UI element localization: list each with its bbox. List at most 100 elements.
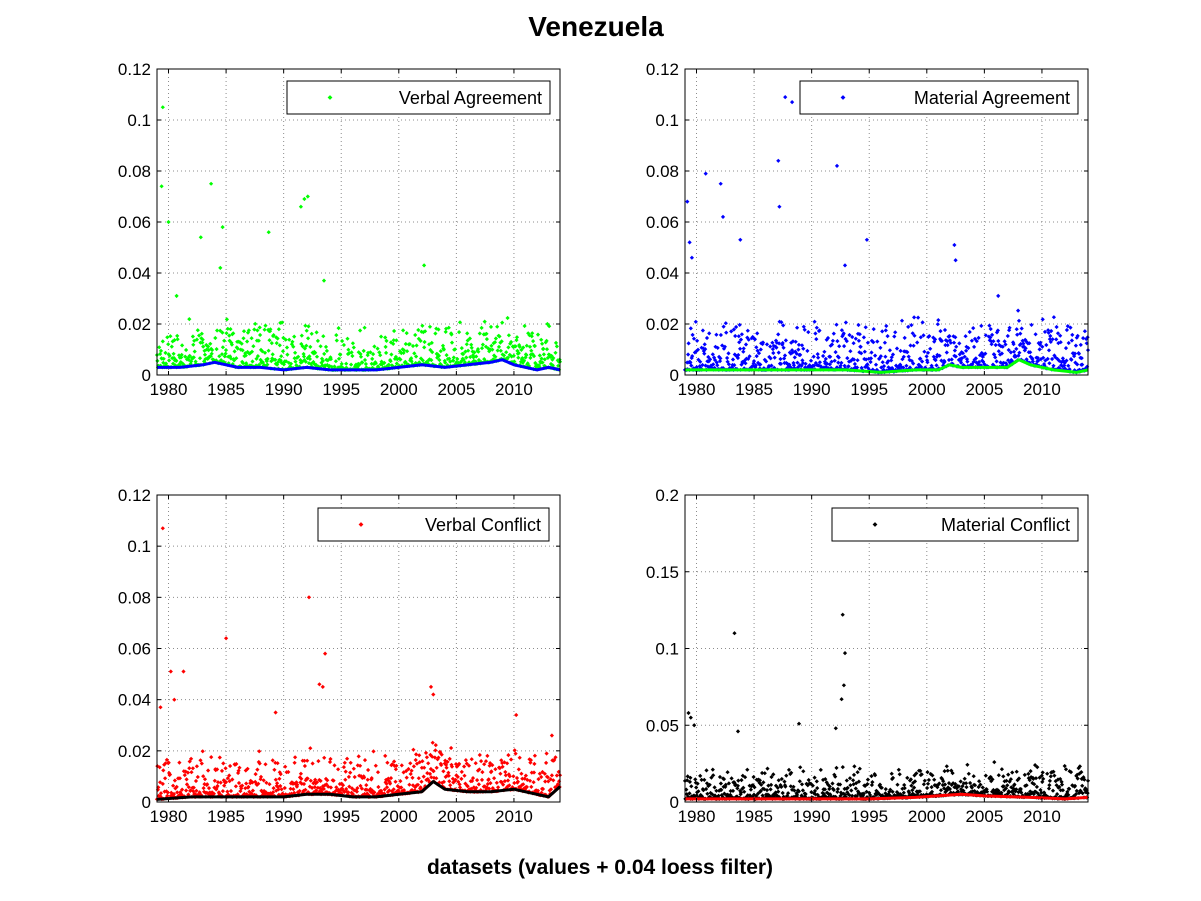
scatter-point: [760, 340, 766, 345]
scatter-point: [221, 761, 226, 766]
scatter-point: [793, 339, 798, 344]
scatter-point: [685, 199, 690, 204]
scatter-point: [1046, 786, 1052, 791]
scatter-point: [812, 319, 817, 324]
scatter-point: [770, 347, 775, 352]
scatter-point: [454, 764, 459, 769]
scatter-point: [912, 779, 918, 784]
scatter-point: [951, 790, 956, 795]
scatter-point: [779, 784, 784, 789]
scatter-point: [526, 331, 531, 336]
scatter-point: [200, 340, 205, 345]
scatter-point: [1013, 354, 1018, 359]
scatter-point: [391, 787, 396, 792]
scatter-point: [467, 360, 472, 365]
scatter-point: [704, 786, 709, 792]
scatter-point: [929, 791, 934, 796]
scatter-point: [215, 767, 220, 772]
scatter-point: [227, 779, 232, 784]
scatter-point: [534, 362, 539, 367]
scatter-point: [517, 344, 522, 349]
loess-line: [157, 358, 561, 372]
scatter-point: [544, 760, 549, 765]
scatter-point: [444, 353, 449, 358]
scatter-point: [898, 348, 903, 353]
scatter-point: [867, 790, 872, 795]
scatter-point: [1027, 341, 1032, 346]
scatter-point: [447, 356, 452, 361]
scatter-point: [741, 346, 746, 351]
scatter-point: [320, 784, 325, 789]
scatter-point: [926, 777, 931, 783]
scatter-point: [462, 764, 467, 769]
scatter-point: [722, 791, 727, 796]
scatter-point: [869, 774, 874, 779]
scatter-point: [209, 755, 214, 760]
scatter-point: [962, 776, 967, 781]
scatter-point: [1038, 787, 1043, 793]
scatter-point: [888, 787, 893, 792]
scatter-point: [512, 748, 517, 753]
scatter-point: [394, 361, 399, 366]
scatter-point: [308, 746, 313, 751]
scatter-point: [1016, 776, 1022, 781]
scatter-point: [544, 338, 549, 343]
scatter-point: [368, 350, 373, 355]
scatter-point: [833, 350, 838, 355]
scatter-point: [855, 770, 860, 775]
scatter-point: [449, 764, 455, 769]
scatter-point: [283, 337, 288, 342]
scatter-point: [449, 745, 454, 751]
scatter-point: [197, 333, 202, 338]
scatter-point: [386, 362, 391, 367]
scatter-point: [953, 258, 958, 263]
scatter-point: [256, 759, 261, 765]
scatter-point: [768, 356, 773, 361]
scatter-point: [889, 771, 894, 776]
scatter-point: [497, 766, 502, 771]
scatter-point: [868, 356, 874, 361]
scatter-point: [521, 345, 526, 350]
scatter-point: [718, 181, 723, 186]
scatter-point: [175, 333, 180, 338]
scatter-point: [172, 338, 177, 343]
scatter-point: [272, 767, 277, 772]
scatter-point: [805, 364, 810, 370]
scatter-point: [226, 354, 231, 359]
scatter-point: [714, 332, 719, 337]
scatter-point: [505, 778, 511, 783]
scatter-point: [841, 331, 846, 336]
scatter-point: [477, 331, 482, 336]
scatter-point: [1075, 362, 1080, 367]
scatter-point: [784, 360, 789, 366]
scatter-point: [1039, 790, 1044, 795]
scatter-point: [225, 789, 230, 794]
scatter-point: [863, 325, 868, 330]
scatter-point: [814, 325, 819, 330]
scatter-point: [301, 781, 307, 787]
scatter-point: [699, 777, 704, 782]
scatter-point: [548, 787, 554, 792]
scatter-point: [793, 349, 798, 354]
scatter-point: [457, 761, 462, 766]
scatter-point: [472, 350, 477, 355]
scatter-point: [550, 363, 555, 368]
legend: Material Conflict: [831, 507, 1079, 542]
scatter-point: [1028, 769, 1033, 774]
scatter-point: [202, 789, 207, 794]
scatter-point: [505, 355, 511, 360]
scatter-point: [163, 350, 168, 355]
legend-box: [799, 80, 1079, 115]
scatter-point: [902, 782, 907, 788]
scatter-point: [174, 784, 179, 789]
x-tick-label: 1990: [793, 380, 831, 399]
scatter-point: [821, 353, 826, 359]
scatter-point: [293, 350, 298, 355]
scatter-point: [695, 781, 700, 786]
scatter-point: [1002, 339, 1007, 344]
scatter-point: [480, 770, 485, 775]
scatter-point: [988, 335, 993, 340]
scatter-point: [314, 788, 319, 793]
scatter-point: [983, 333, 988, 338]
scatter-point: [773, 790, 778, 795]
